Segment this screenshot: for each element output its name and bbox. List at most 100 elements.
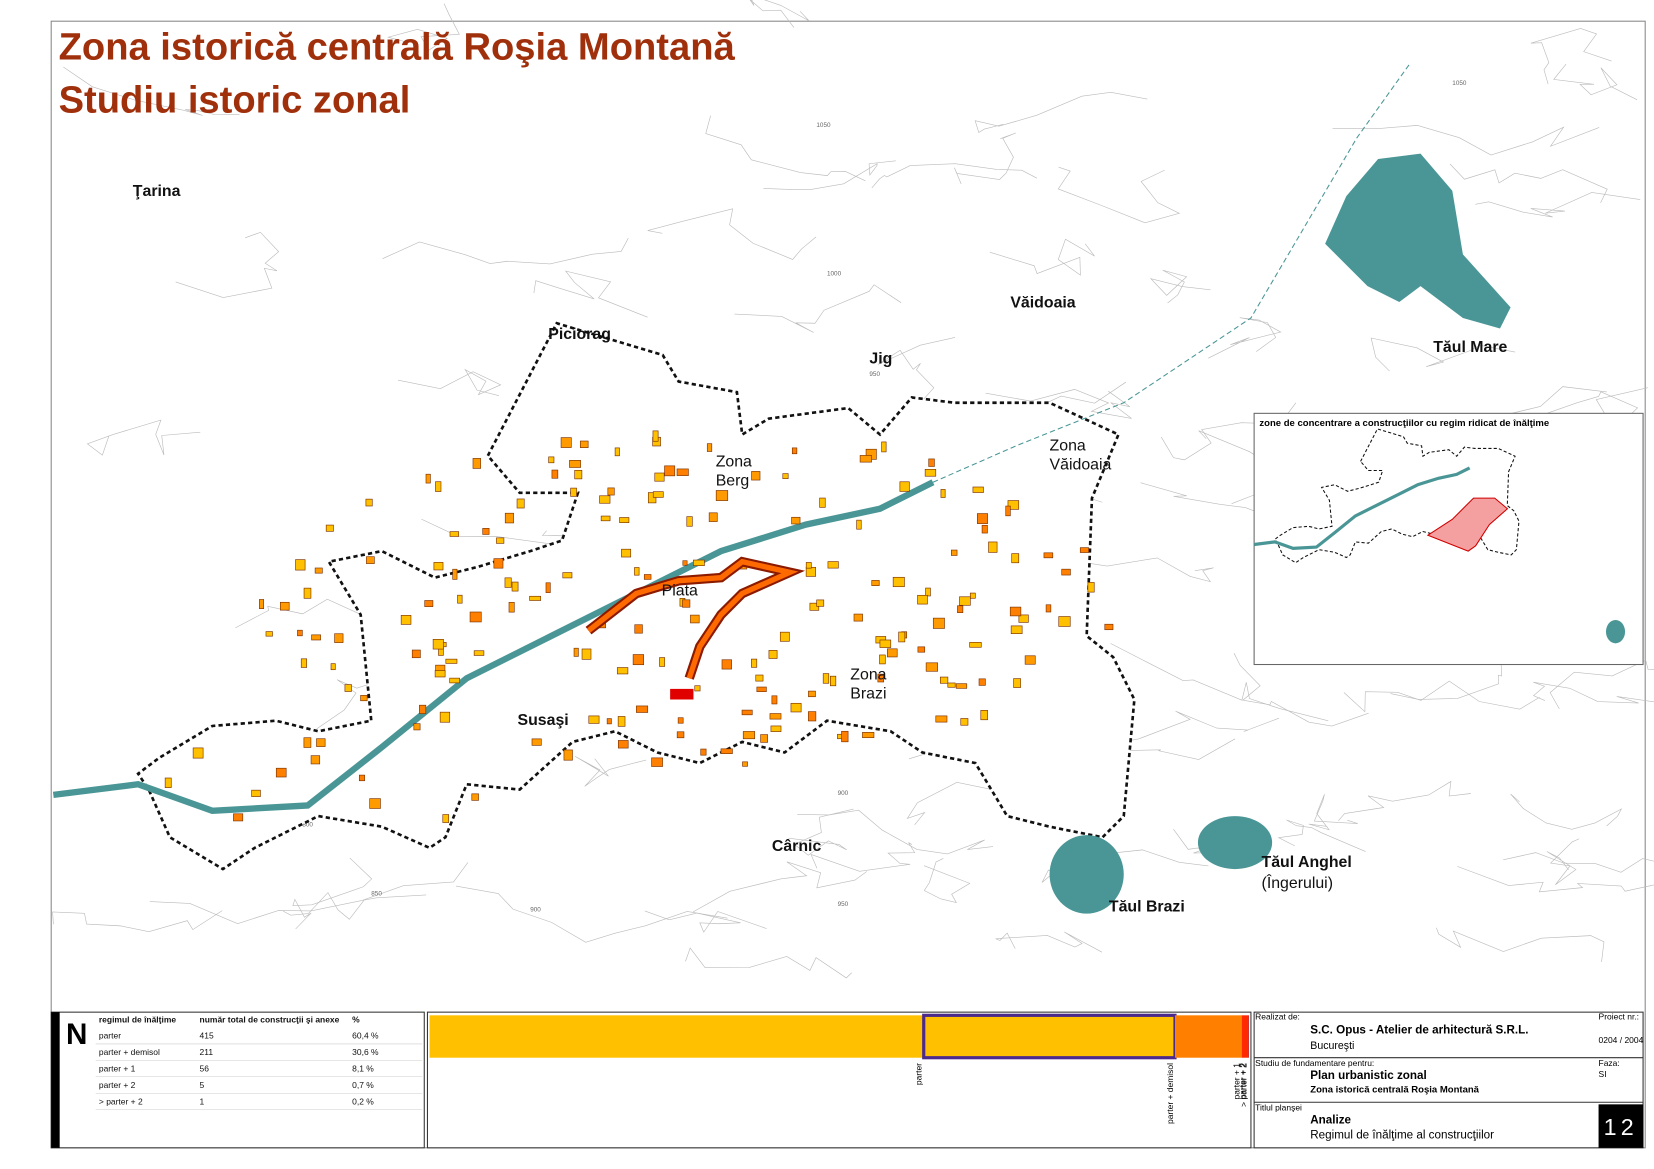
building xyxy=(581,648,592,660)
building xyxy=(693,559,705,566)
contour xyxy=(734,284,902,333)
building xyxy=(1104,623,1114,631)
sheet-title: Analize xyxy=(1310,1113,1351,1126)
building xyxy=(634,624,643,634)
building xyxy=(442,814,449,823)
row-percent: 30,6 % xyxy=(352,1047,379,1057)
label: Studiu de fundamentare pentru: xyxy=(1255,1058,1374,1068)
building xyxy=(898,631,906,643)
row-percent: 60,4 % xyxy=(352,1031,379,1041)
building xyxy=(715,490,729,501)
building xyxy=(496,537,505,544)
building xyxy=(769,713,782,720)
contour xyxy=(533,270,648,318)
contour xyxy=(52,910,223,933)
contour xyxy=(763,160,896,191)
building xyxy=(805,562,812,569)
contour xyxy=(175,231,280,298)
building xyxy=(1007,500,1020,510)
contour xyxy=(995,931,1103,953)
place-label: Jig xyxy=(869,351,892,368)
contour xyxy=(1503,852,1654,873)
plan: Plan urbanistic zonal xyxy=(1310,1069,1426,1082)
row-count: 5 xyxy=(200,1080,205,1090)
contour xyxy=(1449,163,1608,203)
building xyxy=(808,711,817,722)
bar-segment xyxy=(1241,1015,1248,1058)
building xyxy=(947,682,956,688)
contour xyxy=(1343,680,1540,713)
title: Zona istorică centrală Roşia Montană xyxy=(59,25,736,68)
building xyxy=(959,596,971,606)
building xyxy=(1061,568,1071,576)
building xyxy=(1018,614,1029,623)
building xyxy=(677,717,684,724)
table-header: regimul de înălţime xyxy=(99,1015,176,1025)
inset-map xyxy=(1253,428,1626,644)
contour-label: 950 xyxy=(838,901,849,908)
building xyxy=(651,757,663,767)
building xyxy=(751,471,761,481)
building xyxy=(529,595,541,601)
building xyxy=(449,531,459,537)
building xyxy=(676,468,689,476)
contour-label: 800 xyxy=(302,822,313,829)
map-features xyxy=(52,63,1511,914)
building xyxy=(334,633,344,643)
building xyxy=(504,577,512,588)
building xyxy=(569,460,581,468)
building xyxy=(955,683,968,689)
place-label: (Îngerului) xyxy=(1262,873,1333,892)
building xyxy=(652,491,664,498)
building xyxy=(311,634,321,641)
contour xyxy=(1110,643,1329,722)
title-block xyxy=(1253,1011,1644,1149)
building xyxy=(1005,505,1011,517)
inset-title: zone de concentrare a construcţiilor cu … xyxy=(1259,418,1549,429)
building xyxy=(482,528,490,535)
building xyxy=(682,560,688,566)
place-label: Berg xyxy=(716,472,750,489)
building xyxy=(670,688,694,700)
building xyxy=(960,718,969,726)
place-label: Ţarina xyxy=(133,183,181,200)
contour xyxy=(1553,63,1638,101)
contour xyxy=(1530,28,1612,85)
building xyxy=(676,731,685,739)
building xyxy=(892,576,905,588)
building xyxy=(1058,616,1071,627)
contour xyxy=(1510,793,1623,830)
contour xyxy=(1546,387,1648,422)
contour xyxy=(1338,780,1471,822)
building xyxy=(755,674,764,682)
building xyxy=(940,676,949,684)
building xyxy=(1087,582,1095,593)
place-label: Văidoaia xyxy=(1050,457,1112,474)
building xyxy=(981,524,988,534)
building xyxy=(879,654,886,665)
building xyxy=(511,581,519,592)
project-no: 0204 / 2004 xyxy=(1599,1035,1644,1045)
contour xyxy=(974,91,1148,133)
contour xyxy=(989,238,1095,276)
lake xyxy=(1325,153,1511,329)
building xyxy=(654,472,665,482)
building xyxy=(344,684,352,692)
building xyxy=(449,677,460,684)
building xyxy=(600,515,611,522)
building xyxy=(360,695,368,702)
building xyxy=(706,443,713,452)
building xyxy=(686,516,693,527)
building xyxy=(411,649,421,659)
building xyxy=(588,715,600,724)
building xyxy=(830,675,837,687)
contour xyxy=(455,885,728,943)
building xyxy=(275,767,287,778)
north: N xyxy=(66,1018,87,1051)
building xyxy=(469,611,482,623)
building xyxy=(259,599,265,609)
building xyxy=(614,447,620,457)
building xyxy=(856,519,862,530)
